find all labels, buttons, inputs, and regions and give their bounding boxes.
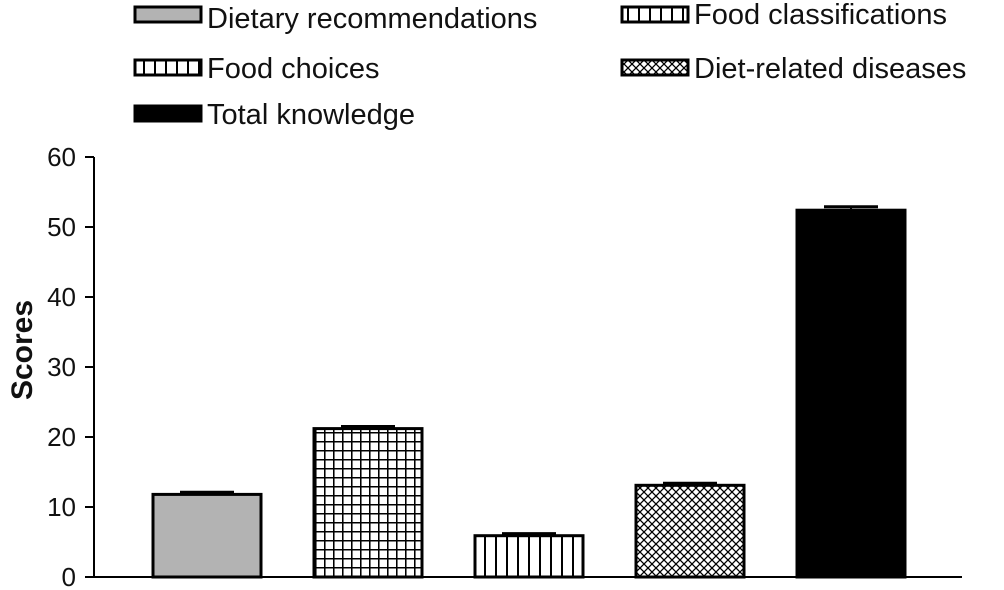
legend-label-food-choices: Food choices	[207, 53, 380, 85]
y-tick-label: 0	[62, 562, 76, 590]
bar-food-classifications	[312, 427, 424, 579]
y-ticks: 0 10 20 30 40 50 60	[47, 142, 94, 590]
legend-swatch-diet-related-diseases	[620, 58, 690, 77]
legend-label-dietary-recommendations: Dietary recommendations	[207, 3, 537, 35]
legend-label-food-classifications: Food classifications	[694, 0, 947, 31]
y-tick-label: 40	[47, 282, 76, 312]
y-axis-label: Scores	[6, 300, 39, 400]
bar-diet-related-diseases	[634, 483, 746, 579]
legend-label-diet-related-diseases: Diet-related diseases	[694, 53, 966, 85]
y-tick-label: 10	[47, 492, 76, 522]
legend-swatch-dietary-recommendations	[133, 5, 203, 24]
bar-food-choices	[473, 534, 585, 579]
y-tick-label: 60	[47, 142, 76, 172]
y-tick-label: 50	[47, 212, 76, 242]
y-tick-label: 20	[47, 422, 76, 452]
legend-swatch-food-classifications	[620, 5, 690, 24]
y-tick-label: 30	[47, 352, 76, 382]
legend: Dietary recommendations Food classificat…	[133, 0, 966, 131]
bar-total-knowledge	[795, 208, 907, 579]
bar-dietary-recommendations	[151, 492, 263, 579]
legend-swatch-food-choices	[133, 58, 203, 77]
bars	[151, 205, 907, 579]
legend-label-total-knowledge: Total knowledge	[207, 99, 415, 131]
legend-swatch-total-knowledge	[133, 104, 203, 123]
